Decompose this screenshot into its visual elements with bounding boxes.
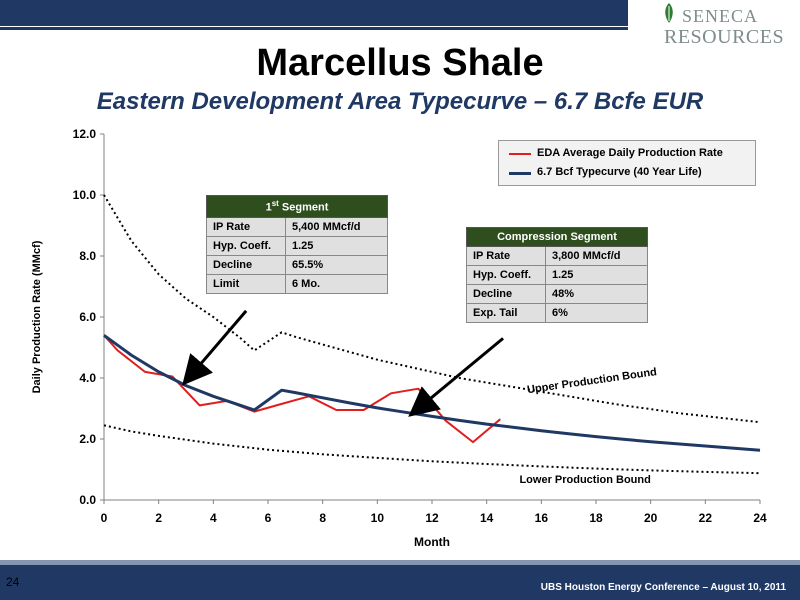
- y-tick-label: 0.0: [79, 493, 96, 507]
- x-tick-label: 14: [480, 511, 494, 525]
- x-tick-label: 20: [644, 511, 658, 525]
- legend-swatch-typecurve: [509, 172, 531, 175]
- logo-text-seneca: SENECA: [682, 6, 759, 26]
- x-axis-label: Month: [414, 535, 450, 549]
- x-tick-label: 24: [753, 511, 767, 525]
- x-tick-label: 0: [101, 511, 108, 525]
- table-key: Limit: [206, 273, 286, 294]
- y-tick-label: 2.0: [79, 432, 96, 446]
- compression-segment-table: Compression Segment IP Rate 3,800 MMcf/d …: [466, 227, 648, 323]
- table-value: 65.5%: [285, 254, 388, 275]
- y-tick-label: 8.0: [79, 249, 96, 263]
- table-row: Decline 48%: [466, 284, 648, 304]
- x-tick-label: 8: [319, 511, 326, 525]
- table-row: Hyp. Coeff. 1.25: [206, 235, 388, 256]
- x-tick-label: 4: [210, 511, 217, 525]
- footer-text: UBS Houston Energy Conference – August 1…: [540, 582, 786, 593]
- legend-label-typecurve: 6.7 Bcf Typecurve (40 Year Life): [537, 166, 702, 178]
- top-banner: [0, 0, 628, 26]
- callout-arrow-2: [408, 337, 505, 417]
- series-line-lower-production-bound: [103, 424, 761, 475]
- production-chart: 0.02.04.06.08.010.012.00 2 4 6 8 10 12 14 16 18 20…: [31, 127, 767, 549]
- y-tick-label: 10.0: [73, 188, 97, 202]
- x-tick-label: 22: [699, 511, 713, 525]
- y-tick-label: 4.0: [79, 371, 96, 385]
- series-line-6-7-bcf-typecurve-40-year-life: [103, 334, 761, 452]
- x-tick-label: 6: [265, 511, 272, 525]
- compression-segment-title: Compression Segment: [466, 227, 648, 247]
- company-logo: SENECA RESOURCES: [654, 2, 794, 52]
- table-key: Exp. Tail: [466, 303, 546, 323]
- callout-arrow-1: [182, 309, 248, 386]
- first-segment-table: 1st Segment IP Rate 5,400 MMcf/d Hyp. Coe…: [206, 195, 388, 294]
- table-key: IP Rate: [206, 216, 286, 237]
- x-tick-label: 2: [155, 511, 162, 525]
- x-tick-label: 18: [589, 511, 603, 525]
- table-key: Hyp. Coeff.: [466, 265, 546, 285]
- table-row: Exp. Tail 6%: [466, 303, 648, 323]
- table-value: 1.25: [545, 265, 648, 285]
- x-tick-label: 16: [535, 511, 549, 525]
- legend-label-eda: EDA Average Daily Production Rate: [537, 147, 723, 159]
- footer-accent: [0, 560, 800, 566]
- annotation-upper-production-bound: Upper Production Bound: [526, 366, 657, 396]
- table-row: Decline 65.5%: [206, 254, 388, 275]
- table-row: IP Rate 5,400 MMcf/d: [206, 216, 388, 237]
- table-value: 5,400 MMcf/d: [285, 216, 388, 237]
- slide-title: Marcellus Shale: [256, 42, 544, 84]
- table-value: 3,800 MMcf/d: [545, 246, 648, 266]
- y-tick-label: 6.0: [79, 310, 96, 324]
- logo-text-resources: RESOURCES: [664, 26, 785, 48]
- table-row: Hyp. Coeff. 1.25: [466, 265, 648, 285]
- y-axis-label: Daily Production Rate (MMcf): [31, 240, 43, 393]
- first-segment-title: 1st Segment: [206, 195, 388, 218]
- table-key: Hyp. Coeff.: [206, 235, 286, 256]
- table-key: Decline: [206, 254, 286, 275]
- table-row: IP Rate 3,800 MMcf/d: [466, 246, 648, 266]
- table-row: Limit 6 Mo.: [206, 273, 388, 294]
- table-value: 6%: [545, 303, 648, 323]
- top-banner-line: [0, 27, 628, 30]
- logo-leaf-icon: [665, 3, 673, 23]
- table-value: 1.25: [285, 235, 388, 256]
- y-tick-label: 12.0: [73, 127, 97, 141]
- table-value: 48%: [545, 284, 648, 304]
- page-number: 24: [6, 575, 20, 589]
- annotation-lower-production-bound: Lower Production Bound: [519, 474, 650, 486]
- footer-band: [0, 565, 800, 600]
- x-tick-label: 12: [425, 511, 439, 525]
- slide-subtitle: Eastern Development Area Typecurve – 6.7…: [96, 88, 704, 115]
- table-value: 6 Mo.: [285, 273, 388, 294]
- x-tick-label: 10: [371, 511, 385, 525]
- table-key: IP Rate: [466, 246, 546, 266]
- table-key: Decline: [466, 284, 546, 304]
- series-line-upper-production-bound: [103, 194, 761, 424]
- legend-swatch-eda: [509, 153, 531, 155]
- chart-legend: EDA Average Daily Production Rate 6.7 Bc…: [498, 140, 756, 186]
